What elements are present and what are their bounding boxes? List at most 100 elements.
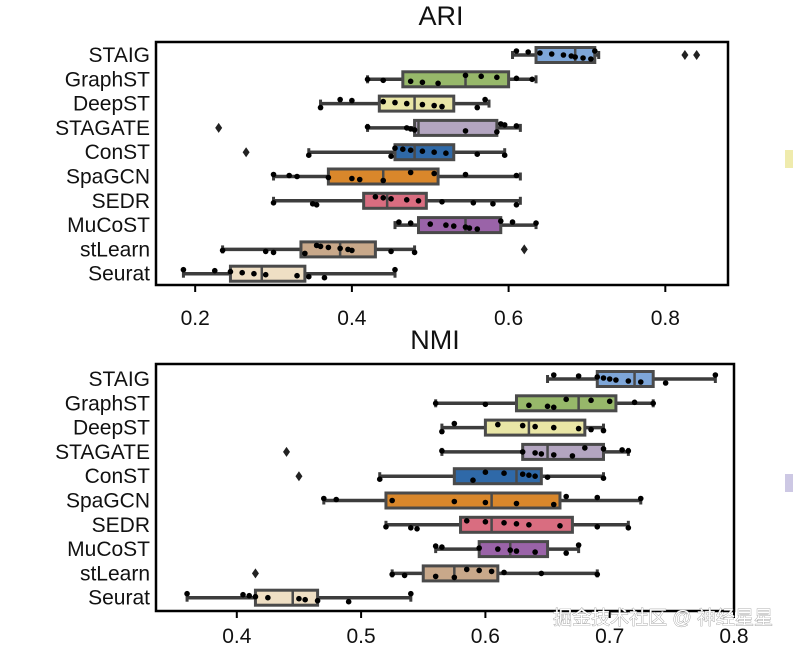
nmi-sedr-point-0 — [383, 524, 389, 530]
nmi-stlearn-point-6 — [488, 568, 495, 575]
nmi-deepst-box-group — [439, 418, 607, 437]
nmi-staig-point-5 — [613, 377, 619, 383]
ari-staig-box-group — [511, 46, 701, 64]
ari-spagcn-point-6 — [380, 177, 387, 184]
ari-mucost-box — [416, 216, 503, 235]
nmi-const-point-4 — [519, 471, 526, 478]
ari-const-outlier-0 — [242, 147, 250, 158]
nmi-staig-point-3 — [600, 375, 607, 381]
ari-seurat-box-group — [180, 264, 398, 283]
nmi-deepst-point-2 — [495, 421, 501, 428]
nmi-xtick-label-3: 0.7 — [595, 625, 624, 648]
ari-graphst-point-9 — [529, 76, 535, 83]
nmi-stlearn-point-4 — [463, 566, 470, 573]
ari-staig-point-4 — [560, 52, 567, 58]
ari-deepst-label: DeepST — [73, 93, 150, 116]
nmi-seurat-point-2 — [246, 592, 253, 599]
ari-sedr-point-11 — [513, 202, 520, 208]
ari-mucost-point-8 — [497, 218, 504, 224]
nmi-const-point-3 — [501, 470, 507, 477]
nmi-title: NMI — [410, 325, 460, 355]
ari-const-point-0 — [305, 152, 312, 158]
ari-const-point-3 — [400, 146, 406, 152]
ari-deepst-point-8 — [439, 103, 445, 110]
nmi-deepst-point-6 — [575, 425, 582, 432]
ari-stagate-box — [413, 118, 499, 137]
ari-sedr-point-4 — [380, 195, 387, 201]
ari-graphst-point-7 — [494, 74, 500, 81]
ari-mucost-point-2 — [427, 221, 434, 227]
ari-spagcn-point-2 — [294, 173, 300, 180]
nmi-graphst-point-7 — [606, 398, 613, 405]
ari-stlearn-point-0 — [219, 247, 226, 254]
ari-sedr-point-9 — [470, 200, 477, 206]
nmi-graphst-point-9 — [650, 400, 657, 407]
ari-stlearn-point-11 — [411, 249, 418, 256]
nmi-graphst-point-8 — [631, 399, 638, 406]
nmi-xtick-label-0: 0.4 — [222, 625, 252, 648]
ari-stlearn-outlier-0 — [520, 244, 528, 255]
nmi-sedr-point-5 — [501, 520, 507, 526]
ari-staig-point-8 — [588, 56, 594, 62]
ari-x-ticks: 0.2 0.4 0.6 0.8 — [181, 285, 680, 330]
ari-stlearn-point-2 — [270, 249, 277, 256]
nmi-sedr-box-group — [383, 515, 632, 534]
nmi-stlearn-outlier-0 — [251, 568, 259, 579]
ari-deepst-point-6 — [419, 101, 426, 108]
ari-graphst-point-2 — [407, 78, 414, 85]
nmi-staig-point-7 — [637, 379, 644, 385]
ari-category-labels: STAIGGraphSTDeepSTSTAGATEConSTSpaGCNSEDR… — [55, 44, 150, 286]
nmi-stagate-point-1 — [519, 449, 526, 455]
ari-stlearn-point-3 — [302, 250, 308, 257]
nmi-const-point-7 — [544, 474, 551, 481]
nmi-stlearn-point-8 — [538, 570, 545, 577]
ari-deepst-point-3 — [380, 98, 387, 105]
ari-mucost-point-4 — [450, 223, 457, 229]
nmi-deepst-label: DeepST — [73, 417, 150, 440]
ari-stagate-point-8 — [513, 123, 520, 129]
ari-mucost-label: MuCoST — [67, 214, 150, 237]
ari-spagcn-point-8 — [431, 170, 437, 177]
nmi-const-point-5 — [526, 472, 532, 479]
ari-sedr-point-0 — [270, 200, 277, 206]
nmi-stagate-point-2 — [532, 450, 538, 456]
nmi-spagcn-point-1 — [333, 496, 340, 503]
nmi-staig-point-1 — [575, 373, 582, 379]
ari-sedr-label: SEDR — [92, 190, 150, 213]
nmi-stagate-point-6 — [582, 445, 588, 451]
nmi-sedr-point-8 — [557, 523, 563, 529]
nmi-staig-point-4 — [606, 376, 613, 382]
nmi-sedr-point-6 — [513, 521, 520, 527]
ari-const-point-4 — [407, 147, 414, 153]
nmi-mucost-point-1 — [439, 544, 445, 550]
ari-seurat-point-6 — [294, 272, 300, 279]
nmi-staig-point-6 — [625, 378, 632, 384]
ari-const-point-6 — [431, 149, 437, 155]
nmi-xtick-label-1: 0.5 — [346, 625, 375, 648]
ari-spagcn-box-group — [270, 167, 522, 186]
nmi-deepst-point-0 — [439, 428, 445, 435]
ari-graphst-point-0 — [364, 76, 371, 83]
nmi-spagcn-point-2 — [389, 497, 395, 504]
nmi-sedr-point-2 — [414, 526, 420, 532]
nmi-seurat-point-1 — [240, 591, 246, 598]
ari-seurat-label: Seurat — [88, 263, 150, 286]
nmi-stagate-outlier-0 — [283, 446, 291, 457]
nmi-spagcn-point-4 — [482, 499, 489, 506]
nmi-seurat-point-5 — [296, 595, 302, 602]
ari-xtick-label-0: 0.2 — [181, 307, 210, 330]
nmi-deepst-point-4 — [532, 423, 538, 430]
ari-graphst-point-5 — [462, 72, 469, 79]
ari-deepst-point-2 — [349, 97, 355, 104]
ari-stagate-outlier-0 — [215, 122, 223, 133]
nmi-seurat-point-3 — [252, 593, 259, 600]
ari-stagate-box-group — [215, 118, 522, 137]
ari-sedr-box-group — [270, 191, 522, 210]
ari-deepst-box-group — [317, 94, 491, 113]
ari-sedr-point-5 — [388, 196, 394, 202]
nmi-mucost-point-2 — [476, 545, 482, 551]
nmi-sedr-point-1 — [408, 525, 414, 531]
nmi-mucost-point-5 — [513, 548, 520, 554]
nmi-seurat-label: Seurat — [88, 587, 150, 610]
ari-stlearn-point-9 — [349, 247, 355, 254]
